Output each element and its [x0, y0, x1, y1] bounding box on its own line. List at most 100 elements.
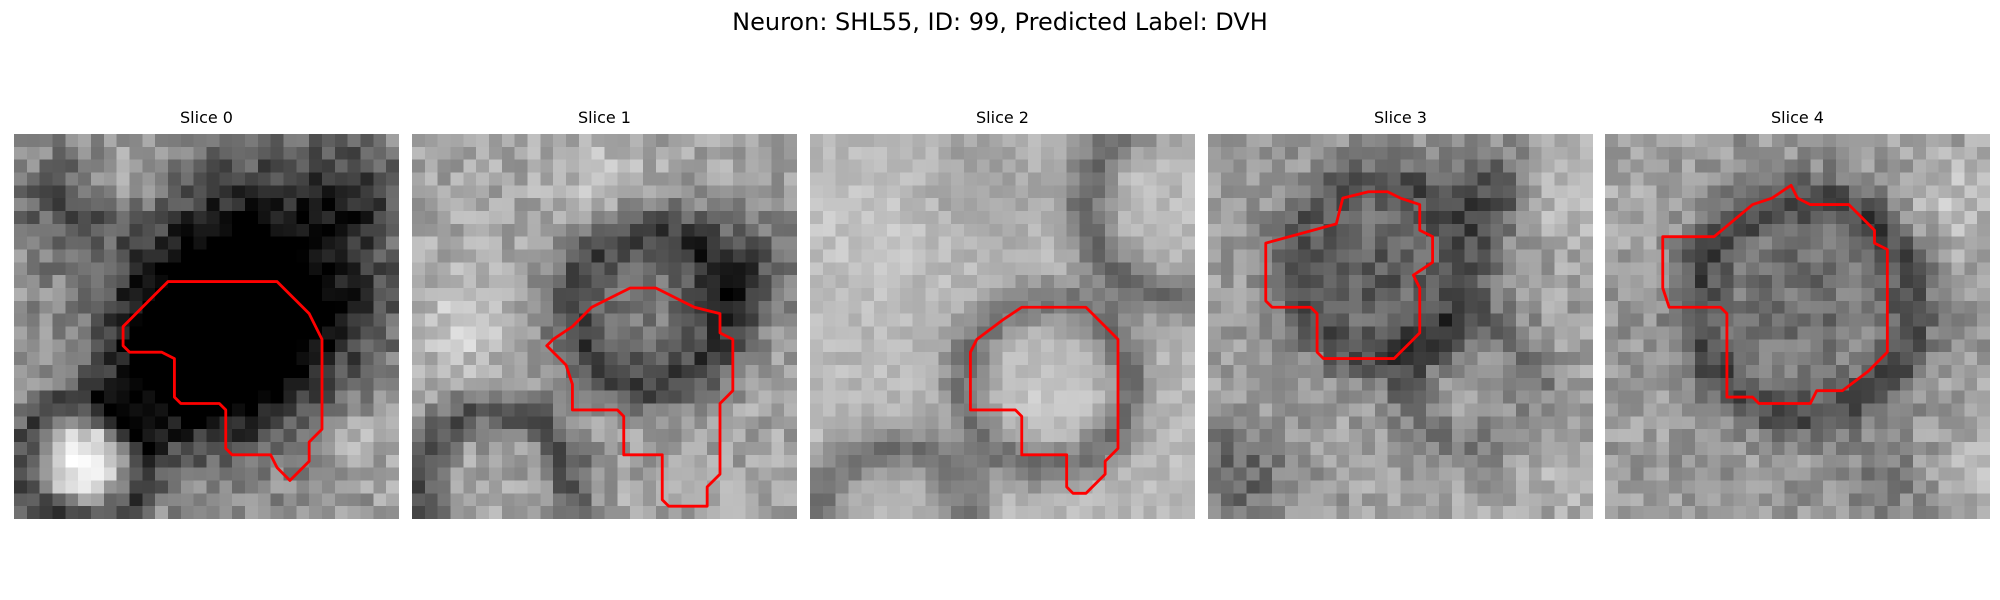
pixel — [78, 454, 92, 468]
pixel — [1746, 288, 1760, 302]
pixel — [437, 377, 451, 391]
pixel — [463, 159, 477, 173]
pixel — [1477, 454, 1491, 468]
pixel — [296, 172, 310, 186]
pixel — [1938, 390, 1952, 404]
pixel — [1977, 403, 1990, 417]
pixel — [1336, 493, 1350, 507]
pixel — [540, 467, 554, 481]
pixel — [899, 377, 913, 391]
pixel — [1771, 249, 1785, 263]
pixel — [643, 493, 657, 507]
pixel — [14, 198, 28, 212]
pixel — [1720, 467, 1734, 481]
pixel — [129, 493, 143, 507]
pixel — [65, 339, 79, 353]
pixel — [1925, 377, 1939, 391]
pixel — [912, 390, 926, 404]
pixel — [1630, 249, 1644, 263]
pixel — [681, 377, 695, 391]
pixel — [1028, 326, 1042, 340]
pixel — [450, 365, 464, 379]
pixel — [1682, 467, 1696, 481]
pixel — [1580, 480, 1593, 494]
pixel — [771, 159, 785, 173]
pixel — [1477, 198, 1491, 212]
pixel — [1169, 339, 1183, 353]
pixel — [1310, 416, 1324, 430]
pixel — [1349, 467, 1363, 481]
pixel — [822, 146, 836, 160]
pixel — [1259, 493, 1273, 507]
pixel — [1285, 339, 1299, 353]
pixel — [951, 326, 965, 340]
pixel — [52, 185, 66, 199]
pixel — [1861, 313, 1875, 327]
pixel — [270, 223, 284, 237]
pixel — [1349, 416, 1363, 430]
pixel — [1233, 326, 1247, 340]
pixel — [1913, 416, 1927, 430]
pixel — [1413, 442, 1427, 456]
pixel — [296, 480, 310, 494]
pixel — [1451, 454, 1465, 468]
pixel — [617, 172, 631, 186]
pixel — [1528, 365, 1542, 379]
pixel — [1823, 262, 1837, 276]
pixel — [52, 146, 66, 160]
pixel — [424, 288, 438, 302]
pixel — [835, 172, 849, 186]
pixel — [1617, 198, 1631, 212]
pixel — [771, 467, 785, 481]
pixel — [976, 146, 990, 160]
pixel — [1656, 300, 1670, 314]
pixel — [78, 429, 92, 443]
pixel — [309, 442, 323, 456]
pixel — [1541, 416, 1555, 430]
pixel — [322, 198, 336, 212]
pixel — [1156, 288, 1170, 302]
pixel — [1336, 416, 1350, 430]
pixel — [553, 429, 567, 443]
pixel — [1310, 159, 1324, 173]
pixel — [1336, 249, 1350, 263]
pixel — [334, 326, 348, 340]
pixel — [1079, 506, 1093, 519]
pixel — [1118, 467, 1132, 481]
pixel — [1669, 249, 1683, 263]
pixel — [1503, 249, 1517, 263]
pixel — [1541, 467, 1555, 481]
pixel — [450, 300, 464, 314]
pixel — [1541, 352, 1555, 366]
pixel — [168, 249, 182, 263]
pixel — [1387, 339, 1401, 353]
pixel — [1041, 211, 1055, 225]
pixel — [1913, 390, 1927, 404]
pixel — [116, 262, 130, 276]
pixel — [322, 313, 336, 327]
pixel — [694, 223, 708, 237]
pixel — [887, 185, 901, 199]
pixel — [360, 223, 374, 237]
pixel — [1656, 377, 1670, 391]
pixel — [1259, 313, 1273, 327]
pixel — [694, 288, 708, 302]
pixel — [168, 172, 182, 186]
pixel — [1913, 352, 1927, 366]
pixel — [270, 288, 284, 302]
pixel — [835, 211, 849, 225]
pixel — [899, 493, 913, 507]
pixel — [65, 159, 79, 173]
pixel — [155, 429, 169, 443]
pixel — [874, 326, 888, 340]
pixel — [412, 454, 426, 468]
pixel — [1707, 480, 1721, 494]
pixel — [52, 313, 66, 327]
pixel — [1977, 262, 1990, 276]
pixel — [1554, 429, 1568, 443]
pixel — [1823, 339, 1837, 353]
pixel — [899, 352, 913, 366]
pixel — [1233, 134, 1247, 148]
pixel — [1272, 262, 1286, 276]
pixel — [1297, 506, 1311, 519]
